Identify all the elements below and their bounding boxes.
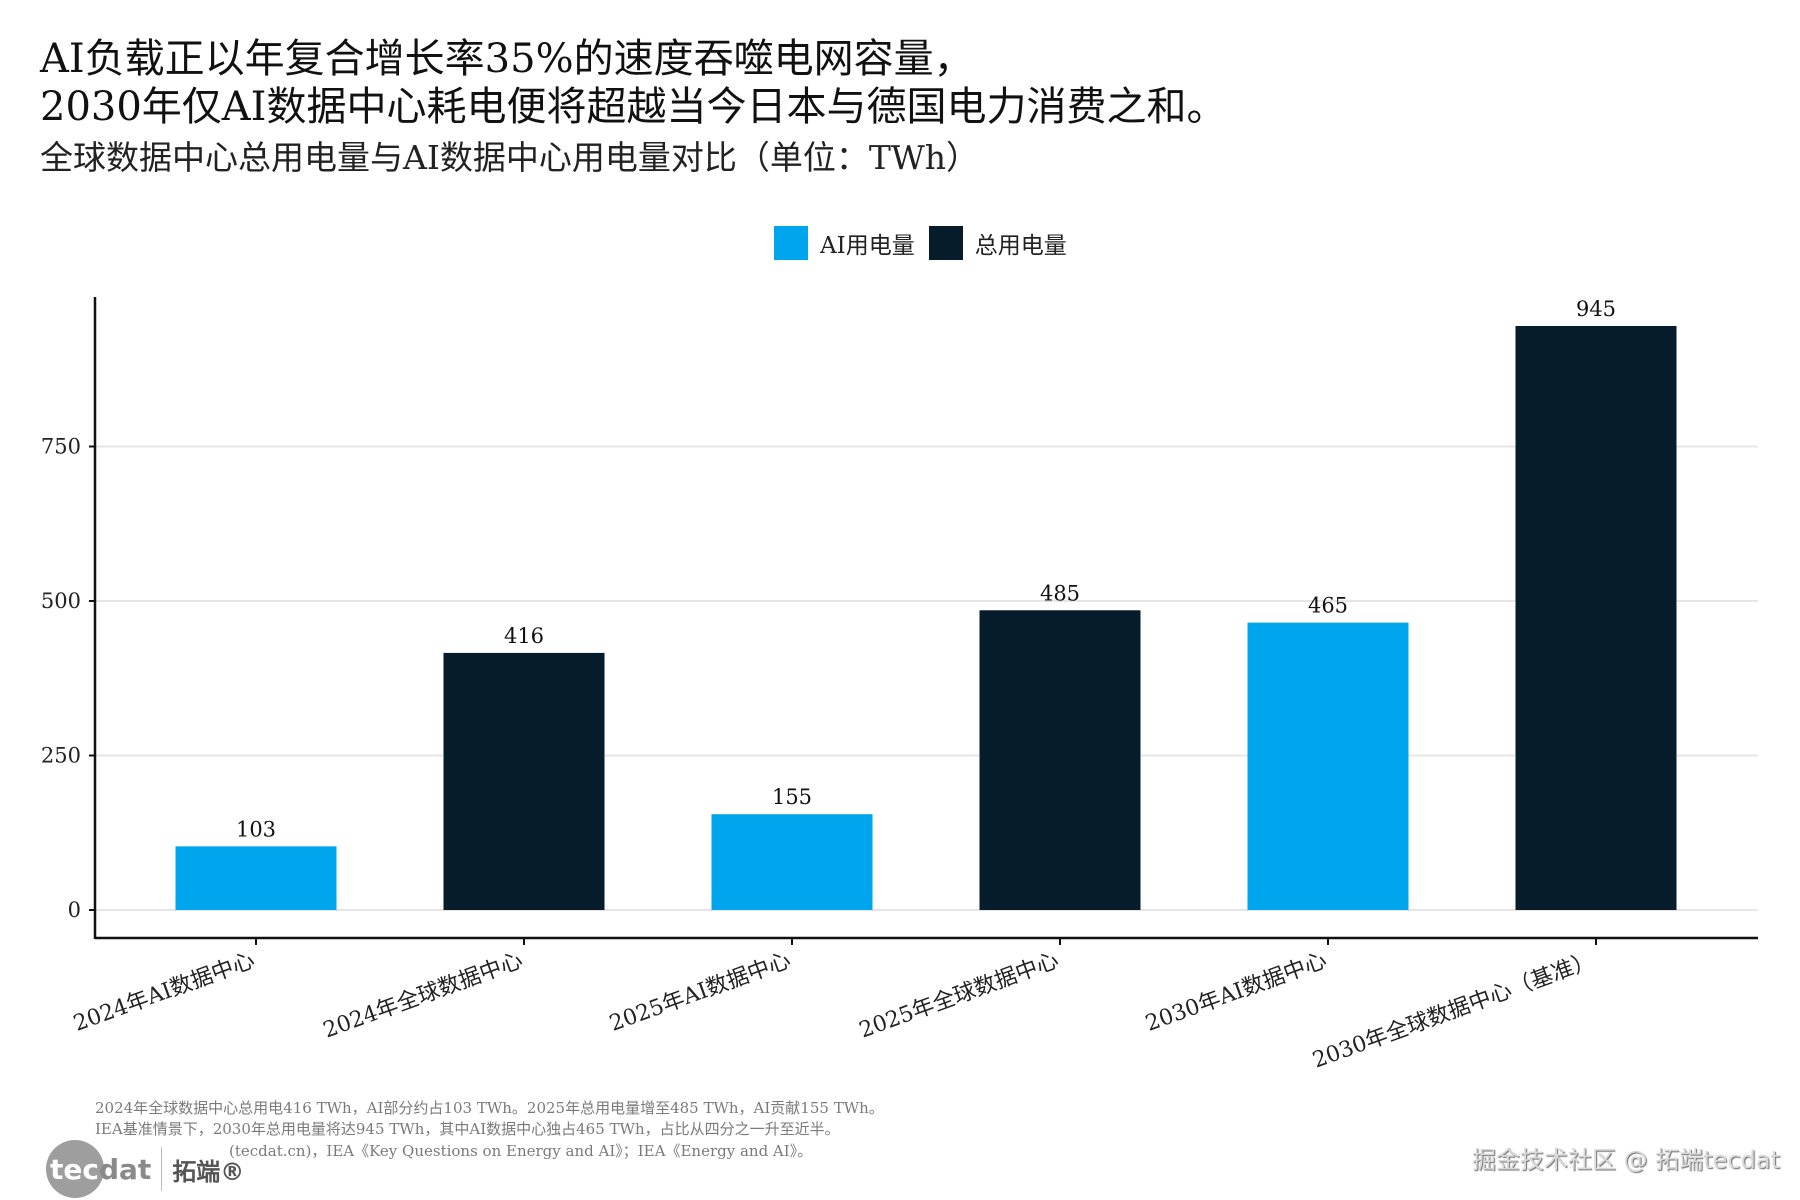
bar <box>711 814 873 910</box>
legend-label-total: 总用电量 <box>974 233 1067 259</box>
tecdat-logo: tec dat 拓端® <box>46 1140 244 1198</box>
bar <box>1247 622 1409 910</box>
logo-divider <box>161 1147 163 1191</box>
legend: AI用电量 总用电量 <box>774 226 1081 260</box>
logo-text-cn: 拓端® <box>172 1157 245 1186</box>
axes <box>93 297 1758 940</box>
x-axis-ticks: 2024年AI数据中心 2024年全球数据中心 2025年AI数据中心 2025年全球… <box>70 938 1598 1074</box>
footnote-line1: 2024年全球数据中心总用电416 TWh，AI部分约占103 TWh。2025… <box>95 1099 884 1117</box>
bar <box>1515 325 1677 910</box>
footnote-sources: (tecdat.cn)，IEA《Key Questions on Energy … <box>229 1142 813 1160</box>
chart-subtitle: 全球数据中心总用电量与AI数据中心用电量对比（单位：TWh） <box>40 138 980 177</box>
logo-circle-icon <box>46 1140 104 1198</box>
y-tick-label: 750 <box>41 435 81 459</box>
legend-swatch-ai <box>774 226 808 260</box>
y-tick-label: 0 <box>68 898 81 922</box>
data-label: 465 <box>1308 594 1348 618</box>
x-tick-label: 2030年AI数据中心 <box>1142 948 1330 1037</box>
x-tick-label: 2024年AI数据中心 <box>70 948 258 1037</box>
chart-title-line2: 2030年仅AI数据中心耗电便将超越当今日本与德国电力消费之和。 <box>40 84 1227 130</box>
data-label: 485 <box>1040 581 1080 605</box>
legend-swatch-total <box>928 226 963 260</box>
watermark: 掘金技术社区 @ 拓端tecdat <box>1472 1146 1780 1174</box>
y-tick-label: 500 <box>41 589 81 613</box>
footnote-line2: IEA基准情景下，2030年总用电量将达945 TWh，其中AI数据中心独占46… <box>95 1120 840 1138</box>
x-tick-label: 2030年全球数据中心（基准） <box>1309 948 1598 1073</box>
x-tick-label: 2025年全球数据中心 <box>856 948 1062 1043</box>
gridlines <box>95 445 1758 911</box>
legend-label-ai: AI用电量 <box>820 233 915 259</box>
bar <box>443 652 605 910</box>
y-tick-label: 250 <box>41 744 81 768</box>
data-label: 945 <box>1576 297 1616 321</box>
x-tick-label: 2025年AI数据中心 <box>606 948 794 1037</box>
logo-text-dat: dat <box>98 1152 152 1186</box>
bars <box>175 325 1677 910</box>
logo-text-tec: tec <box>50 1152 99 1186</box>
data-label: 155 <box>772 785 812 809</box>
legend-item-total: 总用电量 <box>928 226 1067 260</box>
bar <box>979 610 1141 910</box>
x-tick-label: 2024年全球数据中心 <box>320 948 526 1043</box>
data-label: 103 <box>236 817 276 841</box>
chart-title-line1: AI负载正以年复合增长率35%的速度吞噬电网容量， <box>40 36 974 82</box>
y-axis-ticks: 0 250 500 750 <box>41 435 95 922</box>
data-label: 416 <box>504 624 544 648</box>
bar <box>175 846 337 910</box>
legend-item-ai: AI用电量 <box>774 226 915 260</box>
data-labels: 103 416 155 485 465 945 <box>236 297 1616 841</box>
